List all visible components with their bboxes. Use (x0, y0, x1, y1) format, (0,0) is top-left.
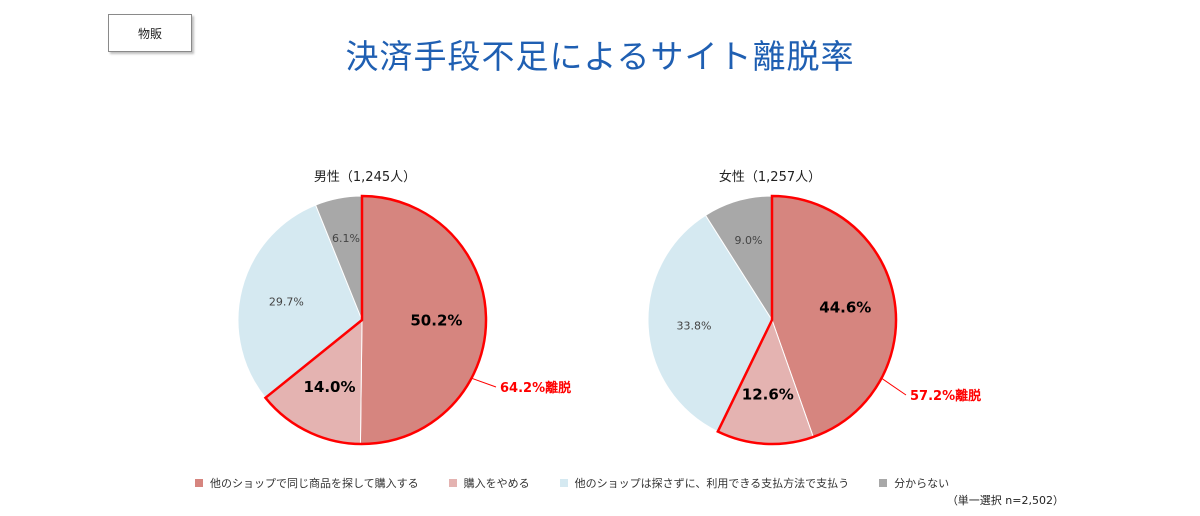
legend-label: 購入をやめる (463, 477, 530, 490)
slice-value-label: 50.2% (410, 311, 462, 329)
callout-line (881, 377, 907, 396)
legend-swatch (879, 479, 888, 487)
legend-label: 他のショップで同じ商品を探して購入する (210, 477, 419, 490)
slice-pay-other-method (647, 214, 773, 433)
callout-line (471, 377, 497, 388)
slice-pay-other-method (237, 204, 363, 399)
slice-value-label: 12.6% (742, 385, 794, 403)
legend-swatch (448, 479, 457, 487)
legend-label: 分からない (894, 477, 950, 490)
legend: 他のショップで同じ商品を探して購入する 購入をやめる 他のショップは探さずに、利… (195, 475, 979, 491)
chart-title: 決済手段不足によるサイト離脱率 (345, 37, 855, 76)
category-tag: 物販 (108, 14, 192, 52)
highlight-outline (716, 194, 898, 446)
highlight-label: 64.2%離脱 (500, 380, 571, 396)
slice-value-label: 33.8% (677, 319, 712, 332)
legend-item: 他のショップで同じ商品を探して購入する (195, 475, 419, 491)
legend-item: 他のショップは探さずに、利用できる支払方法で支払う (559, 475, 850, 491)
legend-swatch (559, 479, 568, 487)
highlight-label: 57.2%離脱 (910, 388, 981, 404)
pie-chart-female: 57.2%離脱 44.6% 12.6% 33.8% 9.0% (647, 194, 981, 446)
pie-title-female: 女性（1,257人） (718, 170, 822, 185)
category-tag-label: 物販 (137, 26, 162, 41)
slice-value-label: 44.6% (819, 298, 871, 316)
legend-item: 分からない (879, 475, 949, 491)
slice-value-label: 29.7% (269, 295, 304, 308)
pie-chart-male: 64.2%離脱 50.2% 14.0% 29.7% 6.1% (237, 194, 571, 446)
slice-value-label: 9.0% (735, 234, 763, 247)
highlight-outline (263, 194, 488, 446)
pie-title-male: 男性（1,245人） (313, 170, 417, 185)
slice-value-label: 14.0% (303, 378, 355, 396)
legend-swatch (195, 479, 203, 487)
slice-value-label: 6.1% (332, 232, 360, 245)
sample-note: （単一選択 n=2,502） (946, 494, 1064, 507)
legend-label: 他のショップは探さずに、利用できる支払方法で支払う (574, 477, 850, 490)
legend-item: 購入をやめる (448, 475, 530, 491)
